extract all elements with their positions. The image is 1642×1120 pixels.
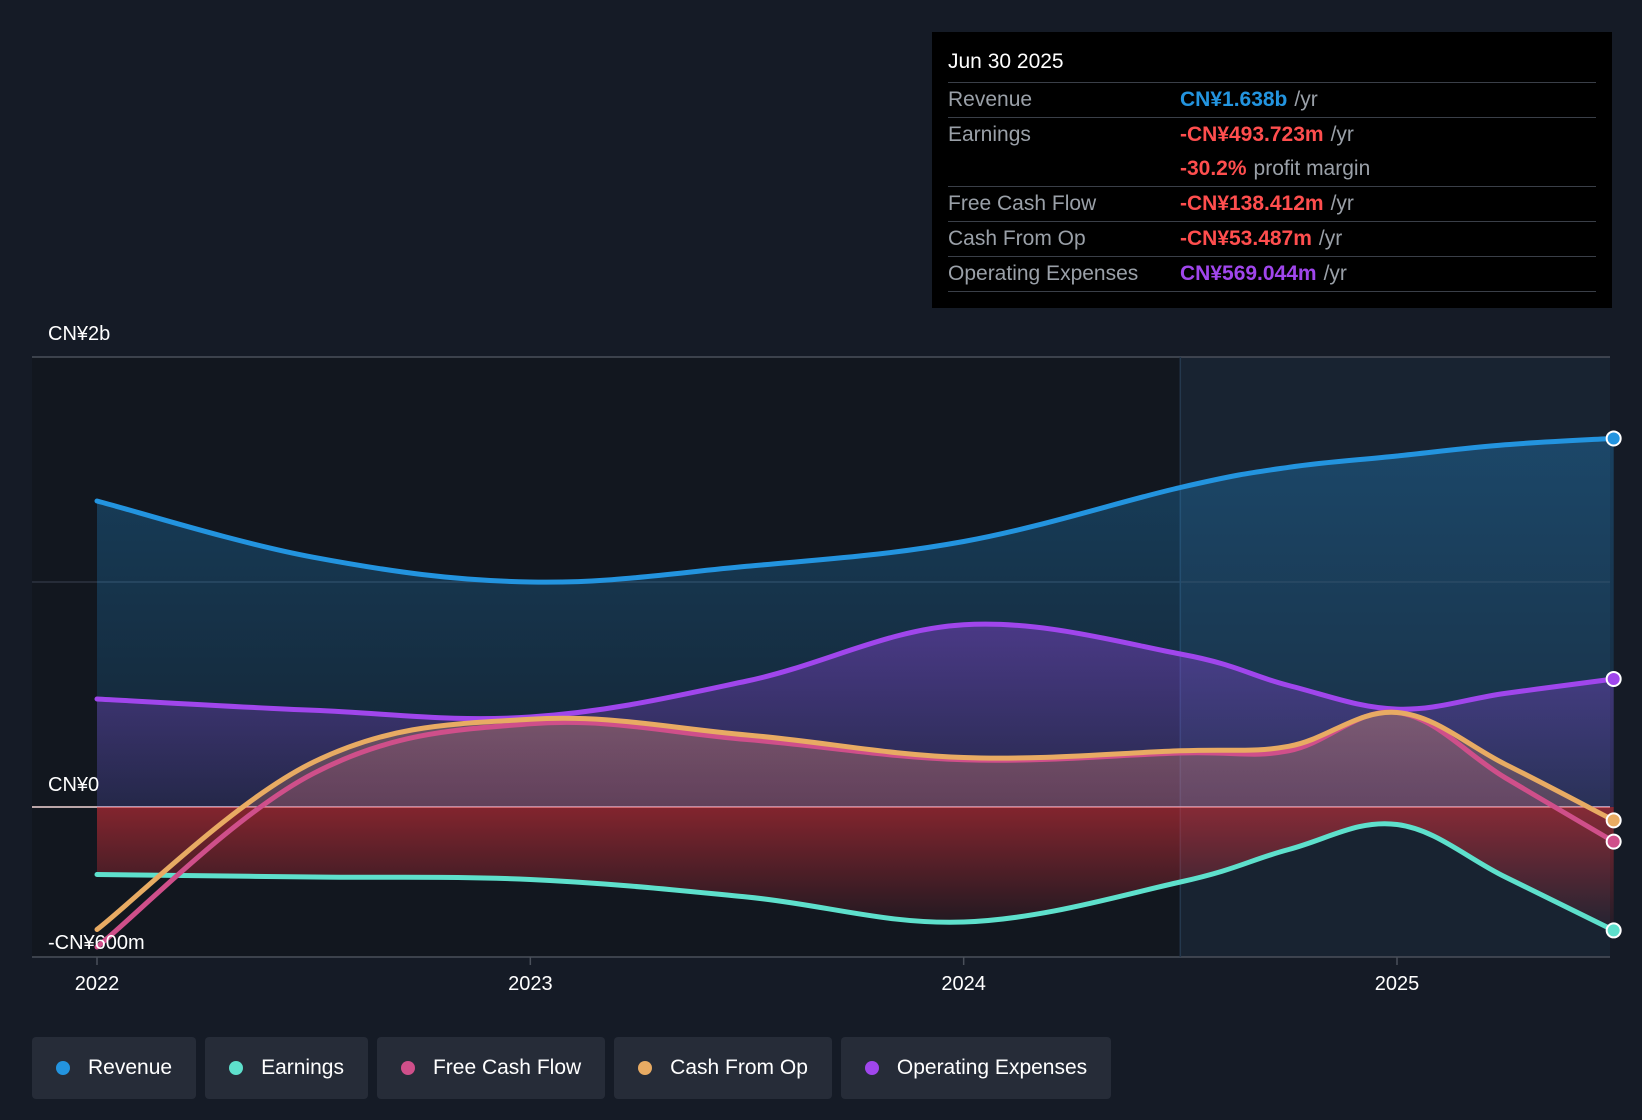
tooltip-row-name: Free Cash Flow (948, 192, 1097, 215)
tooltip-row-value: -CN¥53.487m/yr (1180, 222, 1342, 256)
tooltip-row: Operating Expenses CN¥569.044m/yr (948, 257, 1596, 292)
tooltip-value: -CN¥138.412m (1180, 192, 1324, 215)
tooltip-row: -30.2% profit margin (948, 152, 1596, 187)
tooltip-unit: /yr (1330, 192, 1354, 215)
revenue-end-dot (1605, 430, 1622, 447)
tooltip-row: Cash From Op -CN¥53.487m/yr (948, 222, 1596, 257)
earnings-negative-area (97, 807, 1614, 931)
cash-from-op-line (94, 709, 1617, 932)
legend-item-operating-expenses[interactable]: Operating Expenses (840, 1037, 1112, 1099)
legend-item-cash-from-op[interactable]: Cash From Op (614, 1037, 832, 1099)
tooltip-unit: /yr (1330, 123, 1354, 146)
tooltip-value: -CN¥493.723m (1180, 123, 1324, 146)
x-tick-label: 2025 (1375, 973, 1420, 995)
legend-dot-icon (56, 1061, 70, 1075)
y-tick-label: CN¥2b (48, 323, 110, 345)
legend-dot-icon (638, 1061, 653, 1075)
legend-item-free-cash-flow[interactable]: Free Cash Flow (376, 1037, 606, 1099)
revenue-line (94, 435, 1617, 585)
tooltip-unit: /yr (1323, 262, 1347, 285)
legend-label: Earnings (261, 1056, 344, 1079)
legend-label: Cash From Op (670, 1056, 808, 1079)
tooltip-value: -30.2% (1180, 157, 1247, 180)
tooltip-unit: profit margin (1253, 157, 1371, 180)
free-cash-flow-area (97, 712, 1614, 807)
operating-expenses-line (94, 621, 1617, 722)
legend: Revenue Earnings Free Cash Flow Cash From O… (32, 1037, 1112, 1099)
x-axis-labels: 2022 2023 2024 2025 (75, 957, 1420, 995)
tooltip-value: CN¥569.044m (1180, 262, 1317, 285)
tooltip-rows: Revenue CN¥1.638b/yr Earnings -CN¥493.723m /… (948, 83, 1596, 292)
series-lines (94, 435, 1617, 950)
legend-label: Free Cash Flow (432, 1056, 582, 1079)
cash-from-op-end-dot (1605, 812, 1622, 829)
tooltip-row-value: -CN¥493.723m/yr (1180, 118, 1354, 152)
x-tick-label: 2023 (508, 973, 553, 995)
earnings-line (94, 821, 1617, 933)
earnings-end-dot (1605, 922, 1622, 939)
tooltip-unit: /yr (1318, 227, 1343, 250)
legend-dot-icon (229, 1061, 244, 1075)
tooltip-value: CN¥1.638b (1180, 88, 1288, 111)
legend-label: Operating Expenses (896, 1056, 1088, 1079)
tooltip-date: Jun 30 2025 (948, 46, 1596, 83)
legend-item-revenue[interactable]: Revenue (32, 1037, 197, 1099)
tooltip-row-name: Cash From Op (948, 227, 1086, 250)
legend-label: Revenue (88, 1056, 173, 1079)
y-tick-label: CN¥0 (48, 774, 99, 796)
series-end-markers (1605, 430, 1622, 939)
y-axis-labels: CN¥2b CN¥0 -CN¥600m (48, 323, 145, 954)
legend-item-earnings[interactable]: Earnings (205, 1037, 368, 1099)
tooltip-unit: /yr (1294, 88, 1318, 111)
tooltip-row-value: -30.2% profit margin (1180, 152, 1370, 186)
free-cash-flow-end-dot (1605, 833, 1622, 850)
tooltip-row-name (948, 152, 1180, 186)
tooltip: Jun 30 2025 Revenue CN¥1.638b/yr Earnings -… (932, 32, 1612, 308)
tooltip-row-name: Earnings (948, 123, 1031, 146)
tooltip-row-name: Revenue (948, 88, 1033, 111)
tooltip-row: Earnings -CN¥493.723m/yr (948, 118, 1596, 152)
tooltip-row-value: CN¥569.044m/yr (1180, 257, 1347, 291)
tooltip-value: -CN¥53.487m (1180, 227, 1312, 250)
x-tick-label: 2022 (75, 973, 120, 995)
operating-expenses-end-dot (1605, 670, 1622, 687)
tooltip-row-value: -CN¥138.412m/yr (1180, 187, 1354, 221)
x-tick-label: 2024 (941, 973, 986, 995)
tooltip-row-name: Operating Expenses (948, 262, 1139, 285)
legend-dot-icon (400, 1061, 415, 1075)
cash-from-op-area (97, 712, 1614, 807)
tooltip-row: Free Cash Flow -CN¥138.412m/yr (948, 187, 1596, 222)
tooltip-row: Revenue CN¥1.638b/yr (948, 83, 1596, 118)
y-tick-label: -CN¥600m (48, 932, 145, 954)
tooltip-row-value: CN¥1.638b/yr (1180, 83, 1318, 117)
legend-dot-icon (864, 1061, 879, 1075)
